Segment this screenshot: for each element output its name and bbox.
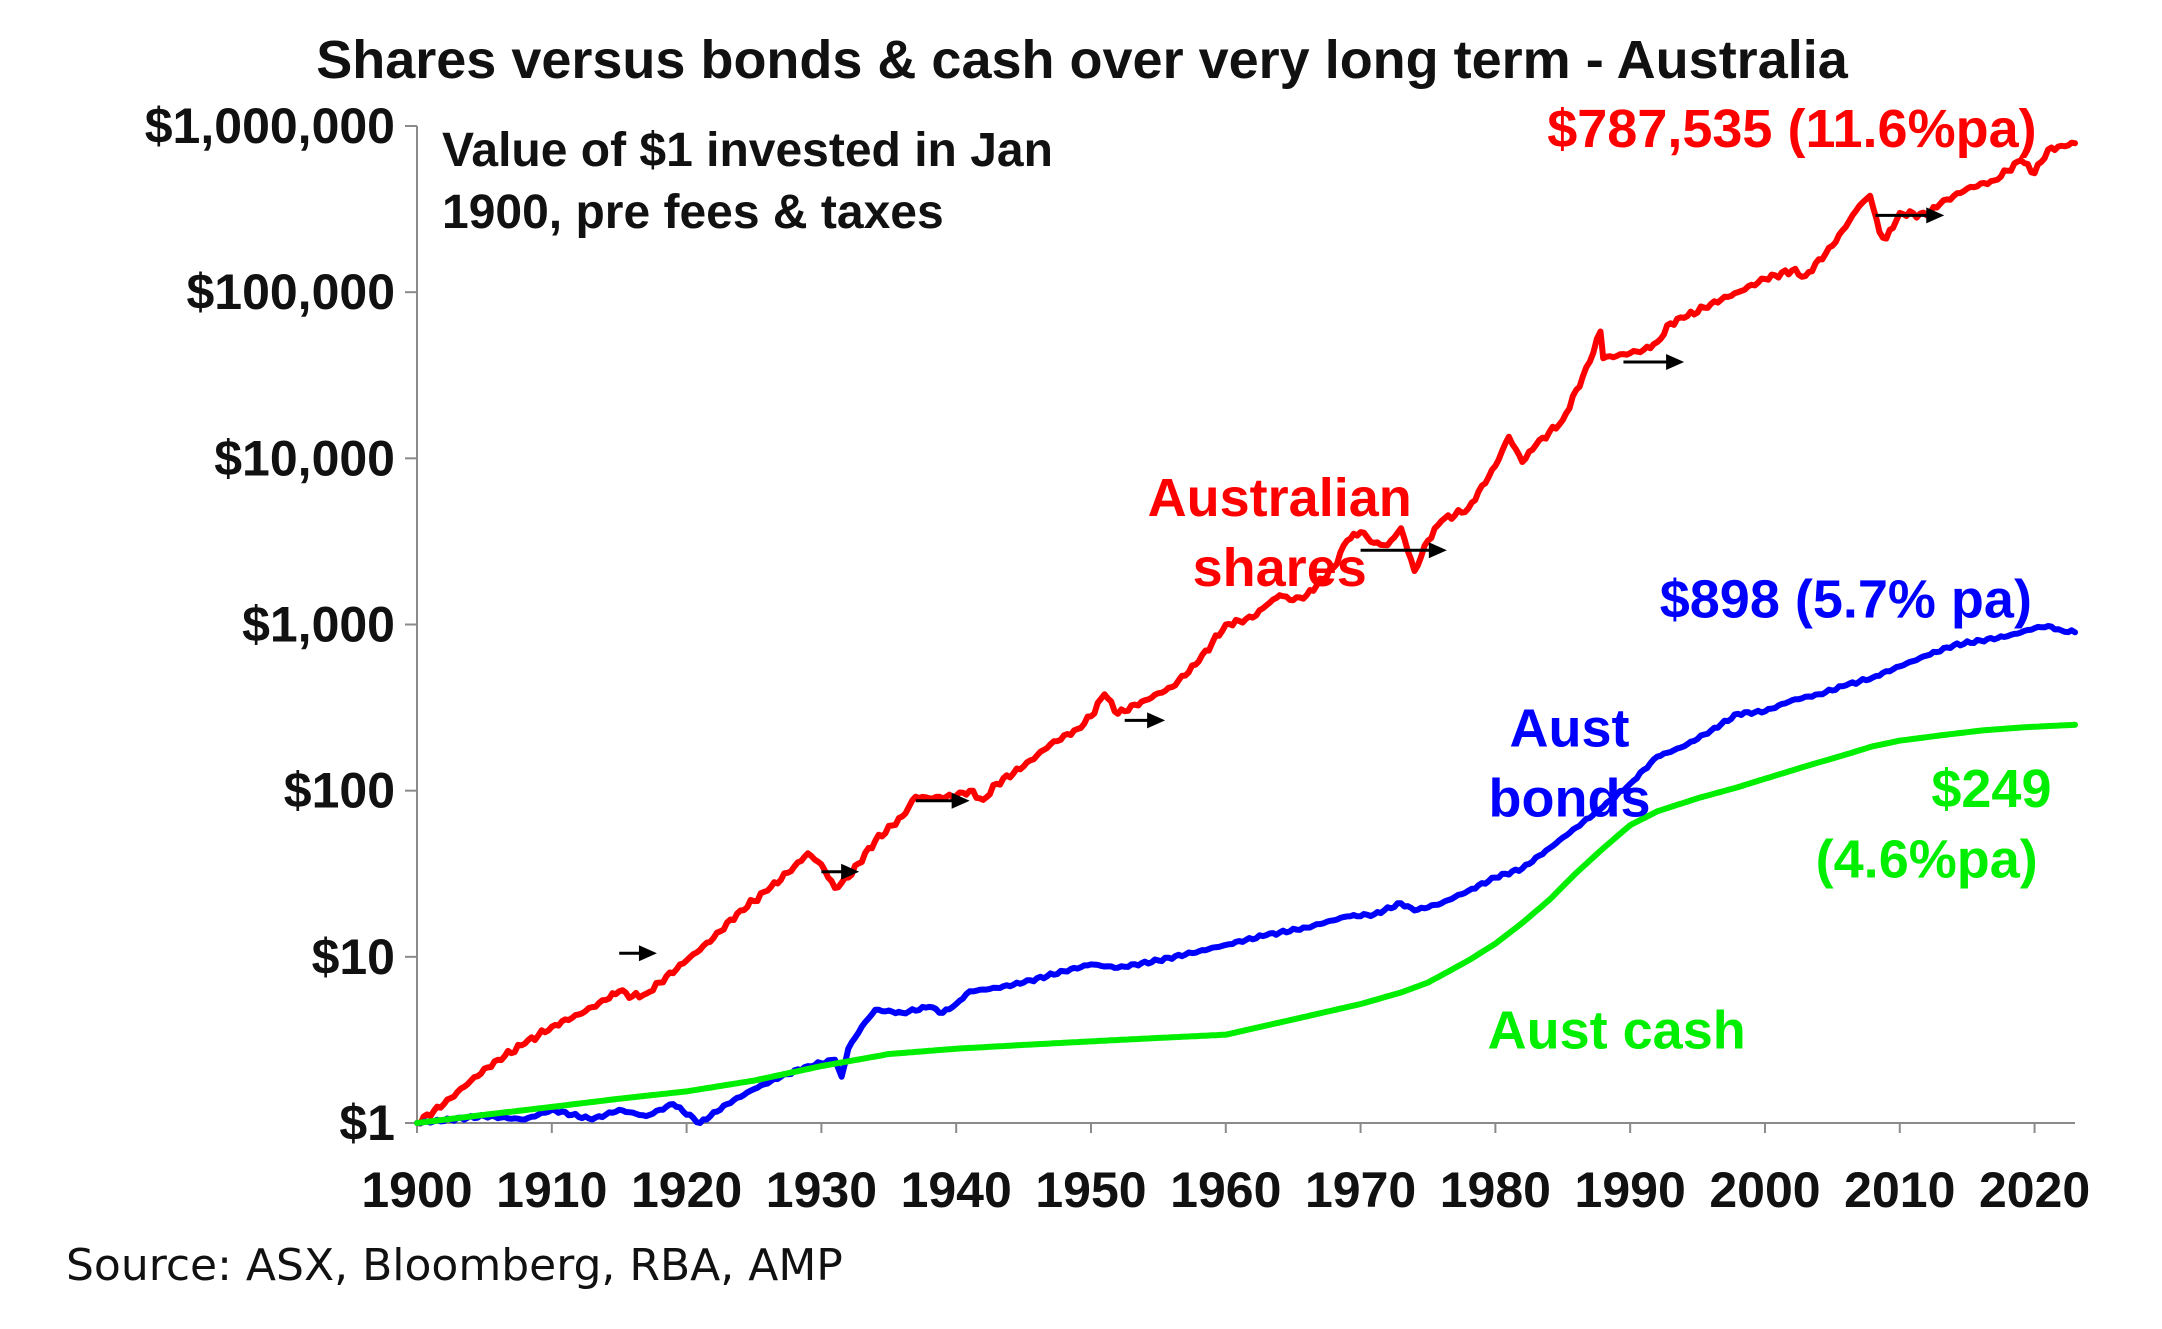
annotation-label: Australian — [1148, 468, 1412, 528]
annotation-label: $249 — [1931, 759, 2051, 819]
annotation-label: $787,535 (11.6%pa) — [1547, 99, 2036, 159]
arrow-head — [951, 792, 970, 809]
arrow-head — [638, 945, 657, 962]
series-line-0 — [414, 139, 2078, 1127]
chart-subtitle-line-2: 1900, pre fees & taxes — [442, 186, 944, 239]
chart-subtitle-line-1: Value of $1 invested in Jan — [442, 124, 1053, 177]
arrow-head — [841, 863, 860, 880]
annotation-arrows — [619, 207, 1945, 962]
y-tick-label: $10,000 — [214, 430, 395, 486]
annotation-label: Aust — [1510, 698, 1630, 758]
axes: $1 $10 $100 $1,000 $10,000 $100,000 $1,000,000… — [145, 98, 2090, 1218]
series-line-2 — [414, 721, 2078, 1126]
arrow-head — [1926, 207, 1945, 224]
x-tick-label: 1950 — [1035, 1162, 1146, 1218]
annotation-labels: $787,535 (11.6%pa) Australian shares $898 (… — [1148, 99, 2052, 1061]
annotation-label: bonds — [1489, 768, 1651, 828]
chart-title: Shares versus bonds & cash over very lon… — [316, 30, 1849, 90]
x-tick-label: 1900 — [361, 1162, 472, 1218]
x-tick-label: 1940 — [901, 1162, 1012, 1218]
x-tick-label: 1910 — [496, 1162, 607, 1218]
arrow-head — [1428, 542, 1447, 559]
arrow-head — [1147, 712, 1166, 729]
x-tick-label: 1930 — [766, 1162, 877, 1218]
x-tick-label: 1960 — [1170, 1162, 1281, 1218]
series-lines — [414, 139, 2078, 1127]
y-tick-label: $100,000 — [186, 264, 395, 320]
y-tick-label: $1 — [339, 1095, 395, 1151]
arrow-head — [1666, 353, 1685, 370]
series-line-1 — [414, 623, 2078, 1127]
x-tick-label: 1990 — [1575, 1162, 1686, 1218]
annotation-label: Aust cash — [1488, 1001, 1746, 1061]
y-tick-label: $1,000,000 — [145, 98, 395, 154]
x-tick-label: 1980 — [1440, 1162, 1551, 1218]
annotation-label: (4.6%pa) — [1816, 830, 2038, 890]
x-tick-label: 2010 — [1844, 1162, 1955, 1218]
x-tick-label: 2000 — [1709, 1162, 1820, 1218]
x-tick-label: 1920 — [631, 1162, 742, 1218]
x-tick-label: 1970 — [1305, 1162, 1416, 1218]
y-tick-label: $10 — [312, 929, 395, 985]
x-tick-label: 2020 — [1979, 1162, 2090, 1218]
y-tick-label: $100 — [284, 763, 395, 819]
annotation-label: shares — [1193, 538, 1367, 598]
annotation-label: $898 (5.7% pa) — [1660, 570, 2032, 630]
y-tick-label: $1,000 — [242, 597, 395, 653]
source-note: Source: ASX, Bloomberg, RBA, AMP — [66, 1240, 843, 1291]
